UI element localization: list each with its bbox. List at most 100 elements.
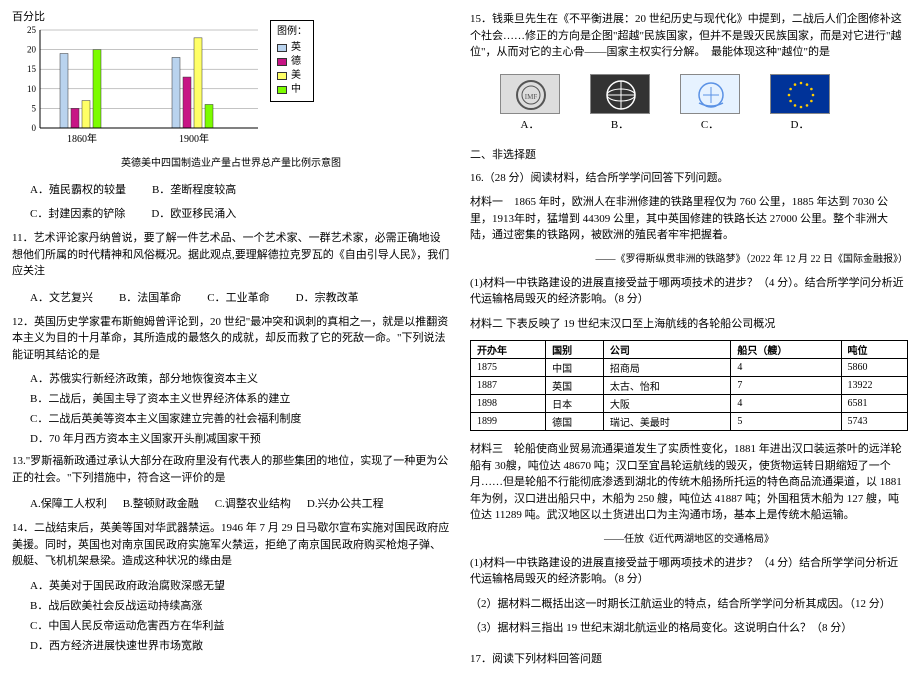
q14-d: D．西方经济进展快速世界市场宽敞 <box>30 637 450 653</box>
q12-a: A．苏俄实行新经济政策，部分地恢復资本主义 <box>30 370 450 386</box>
table-cell: 5743 <box>841 413 907 431</box>
m2-table: 开办年国别公司船只（艘）吨位1875中国招商局458601887英国太古、怡和7… <box>470 340 908 431</box>
table-cell: 5860 <box>841 359 907 377</box>
q10-options-2: C．封建因素的铲除 D．欧亚移民涌入 <box>30 205 450 221</box>
flag-eu: D． <box>770 74 830 132</box>
un-icon <box>680 74 740 114</box>
q16-m3q2: （2）据材料二概括出这一时期长江航运业的特点，结合所学学问分析其成因。（12 分… <box>470 596 908 613</box>
q16-m3q1: (1)材料一中铁路建设的进展直接受益于哪两项技术的进步？（4 分）结合所学学问分… <box>470 555 908 588</box>
table-header: 公司 <box>603 341 731 359</box>
flag-un: C． <box>680 74 740 132</box>
table-cell: 4 <box>731 359 841 377</box>
q17: 17．阅读下列材料回答问题 <box>470 651 908 668</box>
legend-swatch <box>277 86 287 94</box>
svg-text:0: 0 <box>32 123 37 133</box>
q12-stem: 12．英国历史学家霍布斯鲍姆曾评论到，20 世纪"最冲突和讽刺的真相之一，就是以… <box>12 314 450 364</box>
q14-b: B．战后欧美社会反战运动持续高涨 <box>30 597 450 613</box>
svg-text:10: 10 <box>27 84 37 94</box>
legend-title: 图例： <box>277 25 307 39</box>
q12-d: D．70 年月西方资本主义国家开头削减国家干预 <box>30 430 450 446</box>
svg-text:5: 5 <box>32 103 37 113</box>
q13-options: A.保障工人权利 B.整顿财政金融 C.调整农业结构 D.兴办公共工程 <box>30 495 450 511</box>
table-header: 吨位 <box>841 341 907 359</box>
legend-item: 美 <box>277 69 307 83</box>
q10-opt-a: A．殖民霸权的较量 <box>30 181 126 197</box>
svg-text:1860年: 1860年 <box>67 132 97 145</box>
q13-d: D.兴办公共工程 <box>307 495 384 511</box>
chart-caption: 英德美中四国制造业产量占世界总产量比例示意图 <box>12 154 450 169</box>
table-cell: 招商局 <box>603 359 731 377</box>
q16-head: 16.（28 分）阅读材料，结合所学学问回答下列问题。 <box>470 170 908 187</box>
q16-m1-src: ——《罗得斯纵贯非洲的铁路梦》（2022 年 12 月 22 日《国际金融报》） <box>470 252 908 267</box>
svg-text:1900年: 1900年 <box>179 132 209 145</box>
legend-swatch <box>277 58 287 66</box>
chart-block: 百分比 05101520251860年1900年 <box>12 8 262 146</box>
svg-text:15: 15 <box>27 64 37 74</box>
q12-b: B．二战后，美国主导了资本主义世界经济体系的建立 <box>30 390 450 406</box>
q11-options: A．文艺复兴 B．法国革命 C．工业革命 D．宗教改革 <box>30 289 450 305</box>
table-cell: 德国 <box>546 413 604 431</box>
q12-c: C．二战后英美等资本主义国家建立完善的社会福利制度 <box>30 410 450 426</box>
q16-m2head: 材料二 下表反映了 19 世纪末汉口至上海航线的各轮船公司概况 <box>470 316 908 333</box>
imf-icon: IMF <box>500 74 560 114</box>
legend-label: 中 <box>291 83 301 97</box>
q15-d: D． <box>791 116 810 132</box>
page: 百分比 05101520251860年1900年 图例： 英德美中 英德美中四国… <box>0 0 920 678</box>
q10-opt-d: D．欧亚移民涌入 <box>151 205 236 221</box>
q13-c: C.调整农业结构 <box>215 495 291 511</box>
q11-stem: 11．艺术评论家丹纳曾说，要了解一件艺术品、一个艺术家、一群艺术家，必需正确地设… <box>12 230 450 280</box>
q14-stem: 14．二战结束后，英美等国对华武器禁运。1946 年 7 月 29 日马歇尔宣布… <box>12 520 450 570</box>
q16-m1q: (1)材料一中铁路建设的进展直接受益于哪两项技术的进步？（4 分）。结合所学学问… <box>470 275 908 308</box>
table-cell: 大阪 <box>603 395 731 413</box>
q11-d: D．宗教改革 <box>296 289 359 305</box>
q15-a: A． <box>521 116 540 132</box>
q16-m3: 材料三 轮船使商业贸易流通渠道发生了实质性变化，1881 年进出汉口装运茶叶的远… <box>470 441 908 524</box>
table-cell: 1887 <box>471 377 546 395</box>
table-cell: 4 <box>731 395 841 413</box>
legend-item: 英 <box>277 41 307 55</box>
table-cell: 1899 <box>471 413 546 431</box>
legend-swatch <box>277 72 287 80</box>
table-cell: 瑞记、美最时 <box>603 413 731 431</box>
q15-stem: 15．钱乘旦先生在《不平衡进展：20 世纪历史与现代化》中提到，二战后人们企图修… <box>470 11 908 61</box>
q14-c: C．中国人民反帝运动危害西方在华利益 <box>30 617 450 633</box>
table-cell: 英国 <box>546 377 604 395</box>
q14-a: A．英美对于国民政府政治腐败深感无望 <box>30 577 450 593</box>
q15-flags: IMF A． B． <box>500 74 908 132</box>
q13-a: A.保障工人权利 <box>30 495 107 511</box>
legend-item: 德 <box>277 55 307 69</box>
chart-wrap: 百分比 05101520251860年1900年 图例： 英德美中 <box>12 8 450 146</box>
worldbank-icon <box>590 74 650 114</box>
bar-chart: 05101520251860年1900年 <box>12 26 262 146</box>
q15-c: C． <box>701 116 719 132</box>
table-row: 1887英国太古、怡和713922 <box>471 377 908 395</box>
table-cell: 13922 <box>841 377 907 395</box>
flag-imf: IMF A． <box>500 74 560 132</box>
table-cell: 1875 <box>471 359 546 377</box>
q11-a: A．文艺复兴 <box>30 289 93 305</box>
eu-icon <box>770 74 830 114</box>
svg-text:IMF: IMF <box>525 93 538 101</box>
legend-swatch <box>277 44 287 52</box>
q10-opt-b: B．垄断程度较高 <box>152 181 236 197</box>
q16-m3-src: ——任放《近代两湖地区的交通格局》 <box>470 532 908 547</box>
table-cell: 中国 <box>546 359 604 377</box>
q11-b: B．法国革命 <box>119 289 181 305</box>
q10-opt-c: C．封建因素的铲除 <box>30 205 125 221</box>
legend-label: 德 <box>291 55 301 69</box>
table-header: 船只（艘） <box>731 341 841 359</box>
table-header: 国别 <box>546 341 604 359</box>
legend-item: 中 <box>277 83 307 97</box>
chart-legend: 图例： 英德美中 <box>270 20 314 102</box>
left-column: 百分比 05101520251860年1900年 图例： 英德美中 英德美中四国… <box>12 8 450 670</box>
table-cell: 太古、怡和 <box>603 377 731 395</box>
q16-m1: 材料一 1865 年时，欧洲人在非洲修建的铁路里程仅为 760 公里，1885 … <box>470 194 908 244</box>
table-cell: 1898 <box>471 395 546 413</box>
right-column: 15．钱乘旦先生在《不平衡进展：20 世纪历史与现代化》中提到，二战后人们企图修… <box>470 8 908 670</box>
table-cell: 5 <box>731 413 841 431</box>
q16-m3q3: （3）据材料三指出 19 世纪末湖北航运业的格局变化。这说明白什么？（8 分） <box>470 620 908 637</box>
legend-label: 美 <box>291 69 301 83</box>
q10-options: A．殖民霸权的较量 B．垄断程度较高 <box>30 181 450 197</box>
chart-ylabel: 百分比 <box>12 8 262 24</box>
legend-label: 英 <box>291 41 301 55</box>
